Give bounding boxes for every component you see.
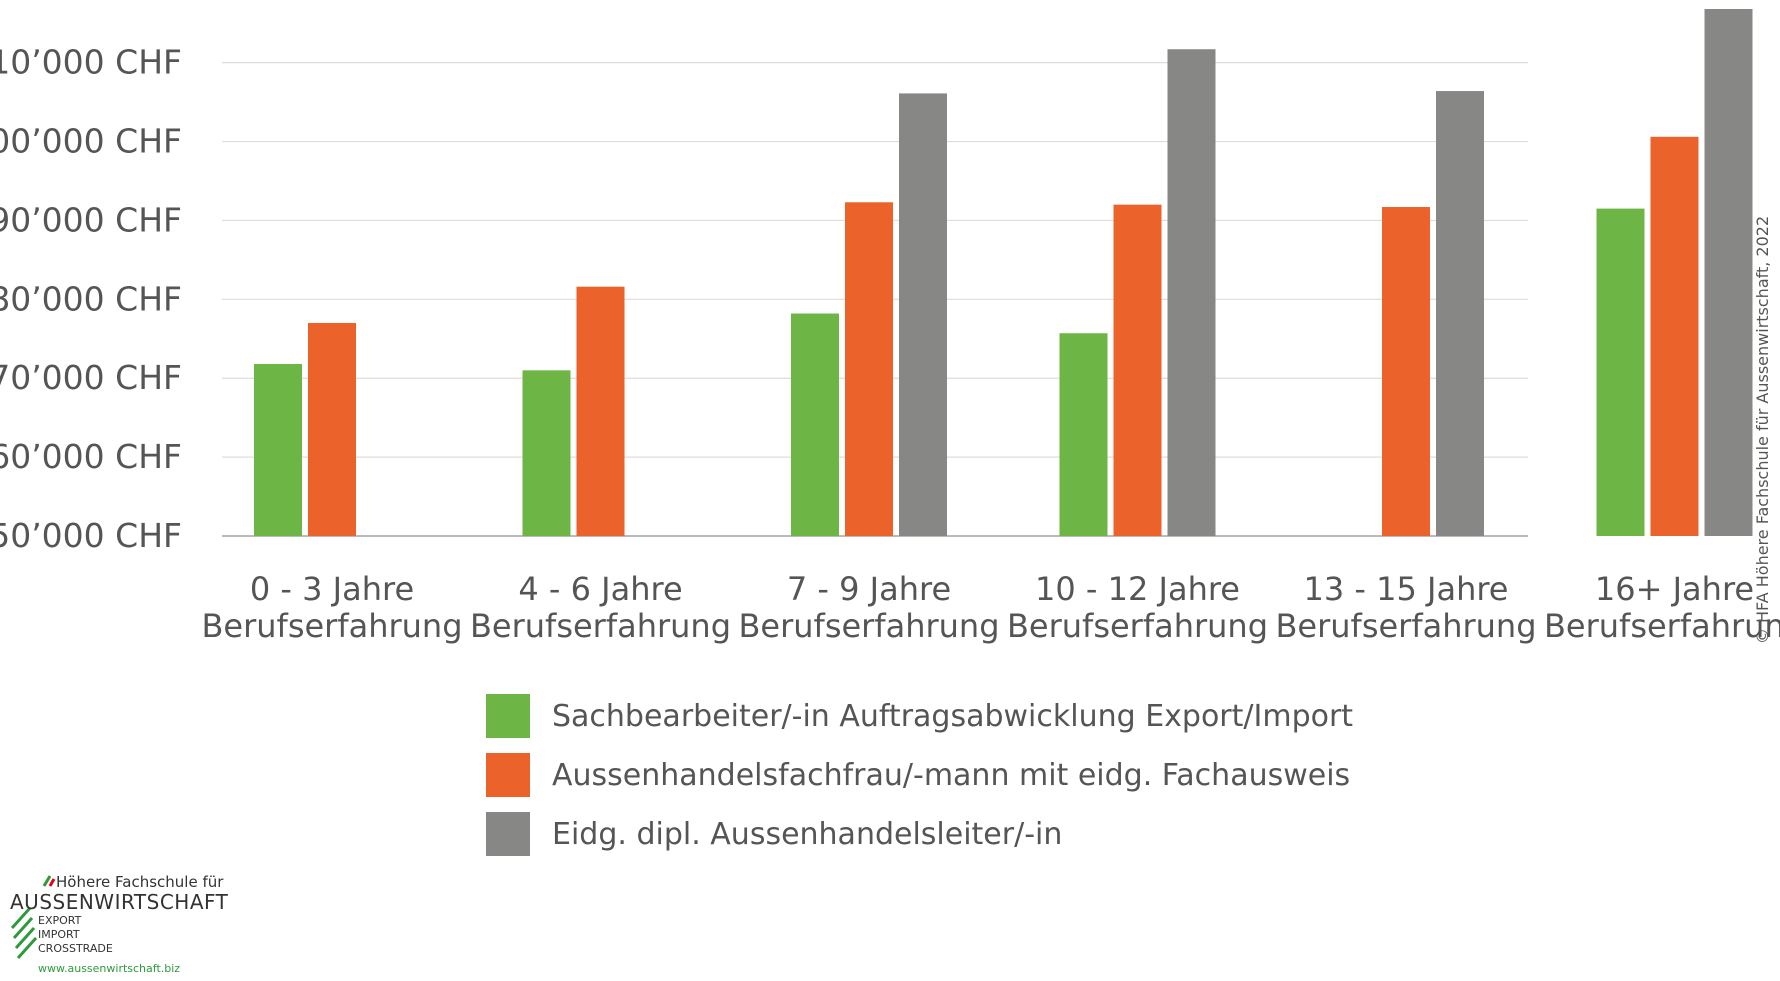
bar-1-2 [522,370,571,536]
legend: Sachbearbeiter/-in Auftragsabwicklung Ex… [486,694,1353,856]
x-tick-label: 16+ Jahre [1595,570,1754,608]
logo-item-crosstrade: CROSSTRADE [38,942,113,955]
x-tick-label: Berufserfahrung [1275,607,1536,645]
bar-1-3 [791,313,839,536]
y-tick-label: 50’000 CHF [0,516,182,555]
x-tick-label: Berufserfahrung [201,607,462,645]
bar-1-4 [1059,333,1108,536]
x-tick-label: 13 - 15 Jahre [1304,570,1509,608]
bar-3-6 [1704,9,1753,536]
bar-2-5 [1382,207,1430,536]
x-tick-label: 7 - 9 Jahre [787,570,951,608]
bar-3-3 [899,93,947,536]
logo-line1: Höhere Fachschule für [56,873,224,891]
x-tick-label: Berufserfahrung [470,607,731,645]
logo-item-import: IMPORT [38,928,80,941]
logo-stripes-icon [10,875,56,960]
legend-label: Sachbearbeiter/-in Auftragsabwicklung Ex… [552,699,1353,734]
bar-2-1 [308,322,356,536]
copyright-note: © HFA Höhere Fachschule für Aussenwirtsc… [1753,216,1772,644]
bars [254,9,1753,537]
logo-url: www.aussenwirtschaft.biz [38,962,180,975]
x-tick-label: 0 - 3 Jahre [250,570,414,608]
bar-2-3 [845,202,893,536]
legend-swatch [486,812,530,856]
bar-2-6 [1650,136,1699,536]
x-tick-label: Berufserfahrung [738,607,999,645]
x-tick-label: Berufserfahrung [1544,607,1780,645]
bar-3-4 [1167,49,1216,536]
bar-1-6 [1596,208,1645,537]
bar-1-1 [254,364,302,536]
legend-swatch [486,694,530,738]
y-tick-label: 100’000 CHF [0,122,182,161]
bar-2-2 [576,286,625,536]
legend-label: Eidg. dipl. Aussenhandelsleiter/-in [552,817,1062,852]
y-tick-label: 90’000 CHF [0,200,182,239]
x-tick-label: 10 - 12 Jahre [1035,570,1240,608]
bar-3-5 [1436,91,1484,536]
y-tick-label: 80’000 CHF [0,279,182,318]
logo-item-export: EXPORT [38,914,82,927]
y-tick-label: 110’000 CHF [0,43,182,82]
x-tick-label: Berufserfahrung [1007,607,1268,645]
y-tick-label: 70’000 CHF [0,358,182,397]
logo-line2: AUSSENWIRTSCHAFT [10,890,229,914]
hfa-logo: Höhere Fachschule für AUSSENWIRTSCHAFT E… [10,873,229,975]
y-tick-label: 60’000 CHF [0,437,182,476]
legend-swatch [486,753,530,797]
bar-2-4 [1113,204,1162,536]
legend-label: Aussenhandelsfachfrau/-mann mit eidg. Fa… [552,758,1350,793]
y-axis: 50’000 CHF 60’000 CHF 70’000 CHF 80’000 CHF… [0,43,182,555]
x-tick-label: 4 - 6 Jahre [518,570,682,608]
